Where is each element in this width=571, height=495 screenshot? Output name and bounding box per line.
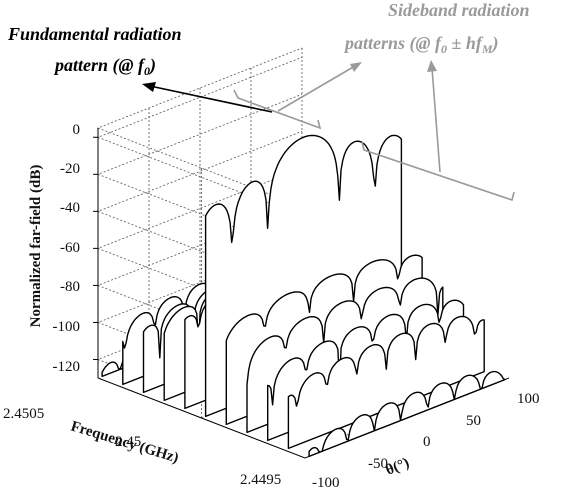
- series-pattern: [308, 370, 506, 458]
- sideband-arrow-right: [431, 67, 441, 173]
- sideband-arrow-left: [277, 65, 356, 112]
- freq-tick-label: 2.45: [115, 434, 141, 450]
- sideband-arrowhead-left: [350, 62, 362, 72]
- z-tick-label: -60: [60, 240, 80, 256]
- sideband-annotation: Sideband radiation patterns (@ f0 ± hfM): [233, 0, 530, 202]
- sideband-label-line2: patterns (@ f0 ± hfM): [343, 33, 499, 56]
- fundamental-annotation: Fundamental radiation pattern (@ f0): [7, 24, 273, 113]
- theta-tick-labels: -100 -50 0 50 100: [312, 391, 540, 491]
- freq-tick-label: 2.4505: [3, 406, 44, 422]
- theta-tick-label: -100: [312, 475, 340, 491]
- z-axis-label: Normalized far-field (dB): [28, 165, 44, 328]
- freq-axis-label: Frequency (GHz): [69, 419, 181, 467]
- z-tick-label: -100: [53, 319, 81, 335]
- theta-tick-label: 100: [517, 391, 540, 407]
- fundamental-label-line1: Fundamental radiation: [7, 24, 182, 44]
- freq-tick-labels: 2.4505 2.45 2.4495: [3, 406, 281, 488]
- fundamental-arrowhead: [142, 82, 156, 92]
- series-pattern: [287, 315, 485, 450]
- z-tick-label: -20: [60, 161, 80, 177]
- sideband-label-line1: Sideband radiation: [388, 0, 530, 20]
- fundamental-label-line2: pattern (@ f0): [53, 55, 156, 78]
- theta-tick-label: 50: [466, 413, 481, 429]
- z-tick-label: 0: [73, 122, 81, 138]
- z-tick-label: -80: [60, 279, 80, 295]
- axes-box: [93, 128, 510, 459]
- sideband-arrowhead-right: [427, 60, 437, 72]
- theta-tick-label: -50: [368, 456, 388, 472]
- z-tick-labels: 0 -20 -40 -60 -80 -100 -120: [53, 122, 81, 375]
- fundamental-arrow: [149, 85, 273, 113]
- z-tick-label: -40: [60, 200, 80, 216]
- theta-tick-label: 0: [423, 434, 431, 450]
- z-tick-label: -120: [53, 359, 81, 375]
- freq-tick-label: 2.4495: [240, 472, 281, 488]
- axis-line: [97, 377, 510, 459]
- sideband-bracket-right: [361, 141, 515, 202]
- sideband-bracket-left: [233, 89, 322, 130]
- series-layer: [101, 134, 506, 458]
